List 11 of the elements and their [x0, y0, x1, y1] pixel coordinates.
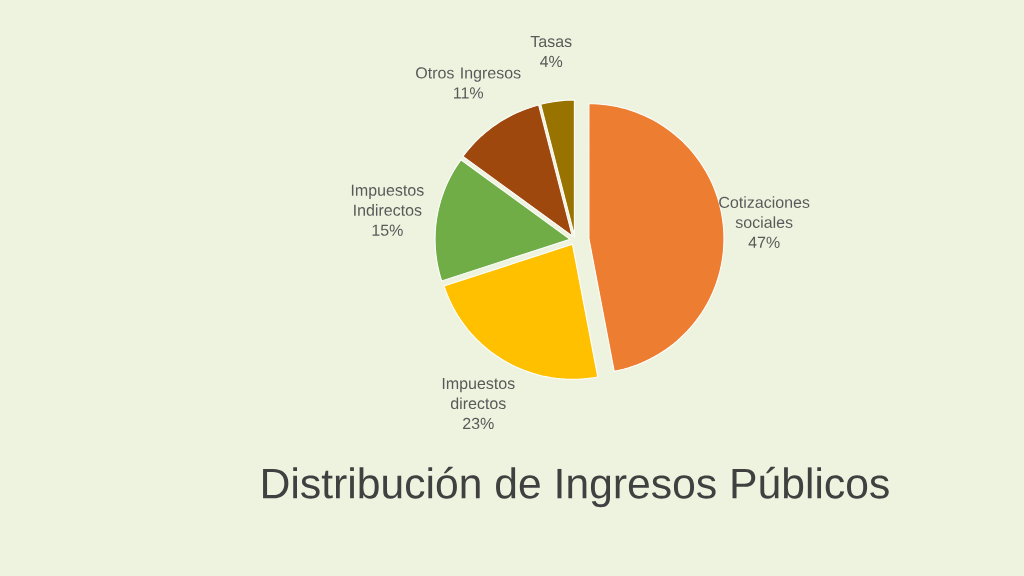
data-label: 15%	[372, 224, 403, 236]
data-label: 47%	[748, 236, 780, 248]
slice-label: Impuestos directos	[442, 377, 515, 410]
data-label: 11%	[454, 87, 484, 99]
text: Distribución de Ingresos Públicos	[263, 466, 889, 508]
slice-label: Otros Ingresos	[416, 67, 521, 82]
data-label: 4%	[540, 55, 563, 68]
slice-label: Tasas	[530, 35, 572, 48]
slice-label: Cotizaciones sociales	[719, 196, 810, 229]
slice-label: Impuestos Indirectos	[351, 184, 424, 216]
data-label: 23%	[463, 417, 494, 430]
